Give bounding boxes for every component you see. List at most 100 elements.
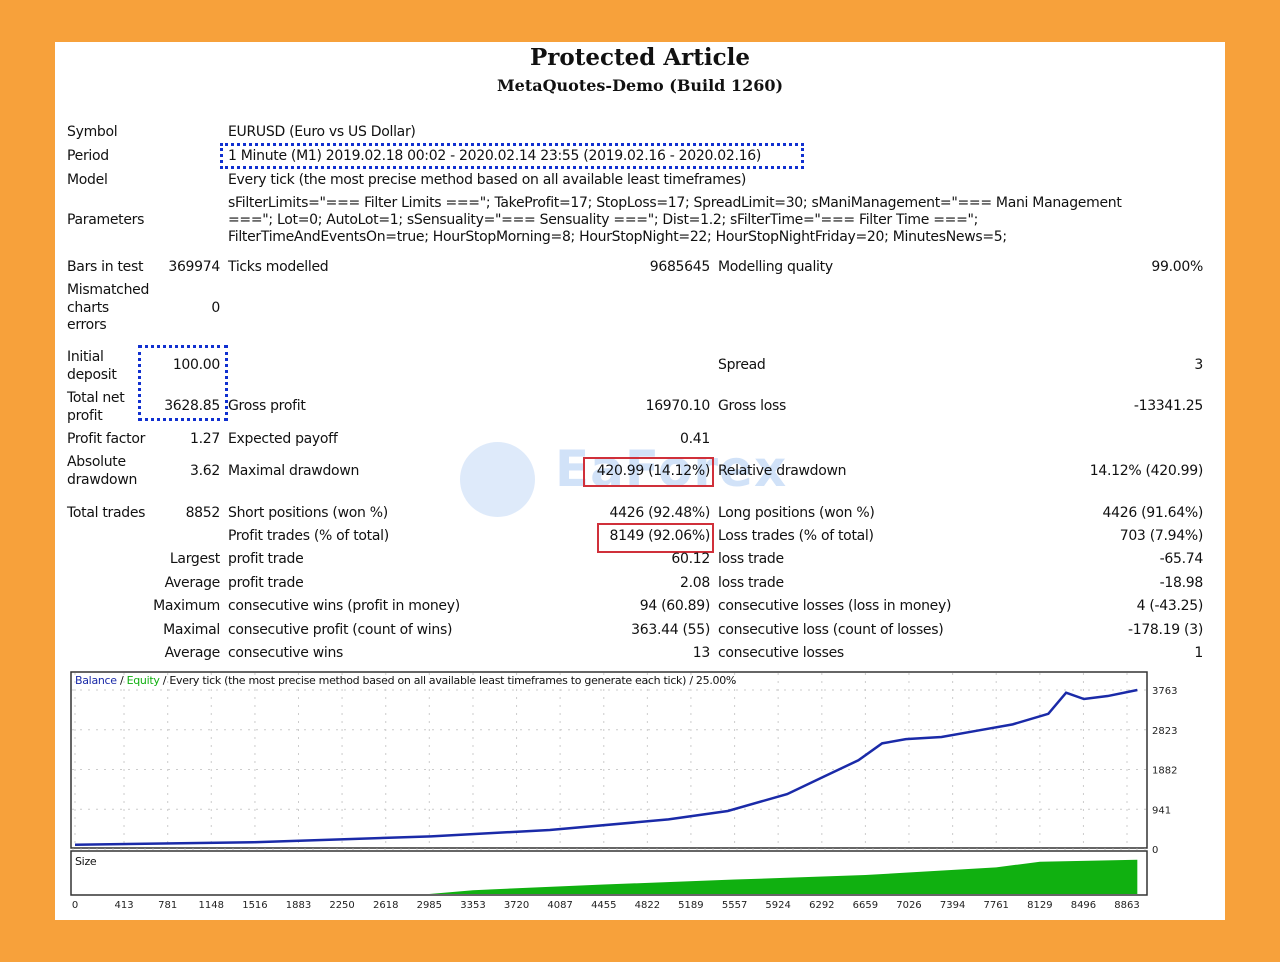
x-tick-label: 0 (72, 900, 78, 911)
grossprofit-value: 16970.10 (645, 398, 711, 414)
x-tick-label: 6292 (809, 900, 834, 911)
netprofit-value: 3628.85 (164, 398, 220, 414)
legend-sep: / (116, 674, 127, 687)
stat-row-a-label: profit trade (228, 574, 304, 591)
x-tick-label: 2250 (329, 900, 354, 911)
parameters-line: sFilterLimits="=== Filter Limits ==="; T… (228, 195, 1122, 211)
quality-label: Modelling quality (718, 259, 833, 275)
legend-description: / Every tick (the most precise method ba… (159, 674, 737, 687)
ticks-value: 9685645 (649, 259, 711, 275)
payoff-value: 0.41 (680, 431, 710, 447)
stat-row-label: Maximum (153, 598, 220, 614)
stat-row-b-label: consecutive loss (count of losses) (718, 621, 944, 638)
parameters-line: ==="; Lot=0; AutoLot=1; sSensuality="===… (228, 212, 979, 228)
stat-row-label: Maximal (163, 621, 220, 638)
chart-frame (70, 671, 1148, 849)
x-tick-label: 8129 (1027, 900, 1052, 911)
grossloss-label: Gross loss (718, 398, 786, 414)
profittrades-label: Profit trades (% of total) (228, 528, 389, 544)
stat-row-b-value: -178.19 (3) (1127, 621, 1203, 638)
stat-row-a-value: 2.08 (680, 574, 710, 591)
watermark-logo-icon (460, 442, 535, 517)
mismatch-label: charts (67, 300, 109, 316)
pf-label: Profit factor (67, 431, 146, 447)
mismatch-label: Mismatched (67, 282, 150, 298)
x-tick-label: 5557 (722, 900, 747, 911)
short-label: Short positions (won %) (228, 505, 388, 521)
stat-row-a-value: 363.44 (55) (631, 621, 710, 638)
y-tick-label: 0 (1152, 845, 1158, 856)
mismatch-value: 0 (211, 300, 220, 316)
x-tick-label: 7761 (983, 900, 1008, 911)
x-tick-label: 781 (158, 900, 177, 911)
report-subtitle: MetaQuotes-Demo (Build 1260) (496, 76, 784, 95)
quality-value: 99.00% (1151, 259, 1203, 275)
x-tick-label: 7394 (940, 900, 965, 911)
bars-label: Bars in test (67, 259, 144, 275)
stat-row-b-value: -65.74 (1159, 551, 1204, 567)
x-tick-label: 2985 (417, 900, 442, 911)
y-tick-label: 941 (1152, 805, 1171, 816)
deposit-label: deposit (67, 367, 117, 383)
x-tick-label: 3353 (460, 900, 485, 911)
chart-legend: Balance / Equity / Every tick (the most … (75, 674, 736, 687)
deposit-label: Initial (67, 349, 104, 365)
profittrades-highlight (597, 523, 714, 553)
stat-row-b-label: loss trade (718, 574, 784, 591)
stat-row-b-label: consecutive losses (loss in money) (718, 598, 952, 614)
x-tick-label: 413 (114, 900, 133, 911)
stat-row-a-label: profit trade (228, 551, 304, 567)
stat-row-label: Average (164, 574, 221, 591)
y-tick-label: 3763 (1152, 686, 1177, 697)
losstrades-value: 703 (7.94%) (1119, 528, 1204, 544)
x-tick-label: 3720 (504, 900, 529, 911)
netprofit-label: profit (67, 408, 103, 424)
x-tick-label: 5189 (678, 900, 703, 911)
stat-row-b-label: loss trade (718, 551, 784, 567)
payoff-label: Expected payoff (228, 431, 338, 447)
x-tick-label: 4822 (635, 900, 660, 911)
model-label: Model (67, 172, 108, 188)
trades-label: Total trades (67, 505, 146, 521)
short-value: 4426 (92.48%) (609, 505, 711, 521)
reldd-value: 14.12% (420.99) (1089, 463, 1204, 479)
stat-row-b-value: 1 (1194, 645, 1203, 661)
grossloss-value: -13341.25 (1133, 398, 1203, 414)
x-tick-label: 4455 (591, 900, 616, 911)
ticks-label: Ticks modelled (228, 259, 329, 275)
maxdd-label: Maximal drawdown (228, 463, 360, 479)
y-tick-label: 1882 (1152, 766, 1177, 777)
absdd-label: drawdown (67, 472, 138, 488)
x-tick-label: 7026 (896, 900, 921, 911)
legend-equity: Equity (126, 674, 160, 687)
volume-label: Size (75, 855, 97, 868)
x-tick-label: 1148 (199, 900, 224, 911)
model-value: Every tick (the most precise method base… (228, 172, 747, 188)
reldd-label: Relative drawdown (718, 463, 847, 479)
stat-row-label: Average (164, 645, 221, 661)
maxdd-value: 420.99 (14.12%) (596, 463, 711, 479)
stat-row-b-label: consecutive losses (718, 645, 844, 661)
bars-value: 369974 (168, 259, 220, 275)
maxdd-highlight (583, 457, 714, 487)
stat-row-b-value: -18.98 (1159, 574, 1204, 591)
balance-line (74, 688, 1138, 847)
long-value: 4426 (91.64%) (1102, 505, 1204, 521)
stat-row-a-label: consecutive profit (count of wins) (228, 621, 453, 638)
stat-row-b-value: 4 (-43.25) (1136, 598, 1204, 614)
x-tick-label: 5924 (765, 900, 790, 911)
period-label: Period (67, 148, 109, 164)
losstrades-label: Loss trades (% of total) (718, 528, 874, 544)
x-tick-label: 4087 (547, 900, 572, 911)
deposit-profit-highlight (138, 345, 228, 421)
symbol-value: EURUSD (Euro vs US Dollar) (228, 124, 416, 140)
x-tick-label: 1883 (286, 900, 311, 911)
stat-row-a-value: 13 (692, 645, 711, 661)
x-tick-label: 2618 (373, 900, 398, 911)
legend-balance: Balance (75, 674, 117, 687)
symbol-label: Symbol (67, 124, 118, 140)
report-title: Protected Article (529, 44, 751, 71)
stat-row-a-label: consecutive wins (profit in money) (228, 598, 460, 614)
netprofit-label: Total net (67, 390, 125, 406)
y-tick-label: 2823 (1152, 726, 1177, 737)
